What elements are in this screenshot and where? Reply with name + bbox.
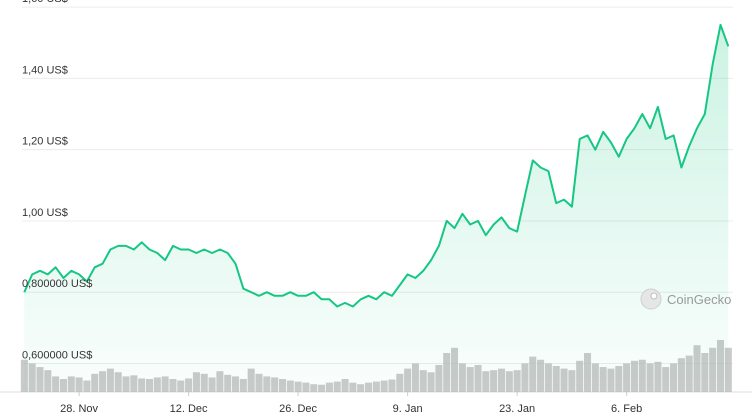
watermark-text: CoinGecko (667, 292, 731, 307)
coingecko-watermark: CoinGecko (640, 288, 731, 310)
y-tick-label: 1,60 US$ (22, 0, 68, 5)
price-area (24, 24, 729, 393)
y-tick-label: 1,20 US$ (22, 136, 68, 148)
coingecko-logo-eye (650, 292, 658, 300)
volume-bar (724, 347, 732, 392)
x-tick-label: 23. Jan (499, 403, 535, 415)
x-tick-label: 6. Feb (611, 403, 642, 415)
x-tick-label: 28. Nov (60, 403, 98, 415)
y-tick-label: 1,00 US$ (22, 207, 68, 219)
x-tick-label: 26. Dec (279, 403, 317, 415)
x-axis-labels: 28. Nov 12. Dec 26. Dec 9. Jan 23. Jan 6. Feb (60, 392, 642, 415)
y-tick-label: 0,600000 US$ (22, 349, 92, 361)
y-tick-label: 0,800000 US$ (22, 278, 92, 290)
price-line (23, 23, 730, 308)
y-tick-label: 1,40 US$ (22, 64, 68, 76)
x-tick-label: 9. Jan (393, 403, 423, 415)
coingecko-logo-icon (640, 288, 662, 310)
y-axis-labels: 1,60 US$ 1,40 US$ 1,20 US$ 1,00 US$ 0,800000… (22, 0, 92, 361)
price-line-group (23, 23, 730, 308)
x-tick-label: 12. Dec (170, 403, 208, 415)
price-area-fill (24, 24, 729, 393)
